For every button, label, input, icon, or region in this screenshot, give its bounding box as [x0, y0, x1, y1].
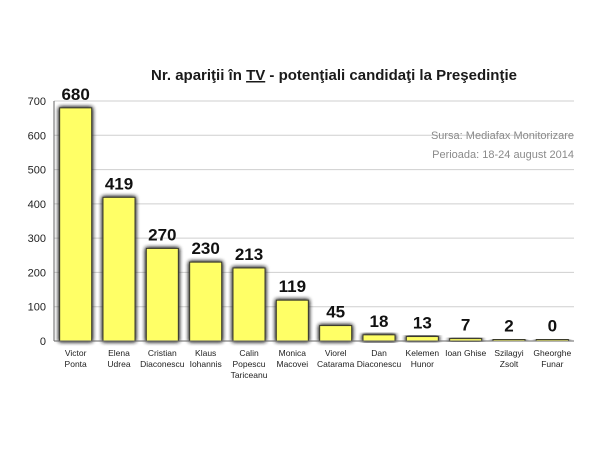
- x-tick-label: Ioan Ghise: [445, 348, 486, 358]
- y-tick-label: 200: [28, 267, 46, 279]
- x-tick-label: Monica Macovei: [277, 348, 309, 369]
- gridlines: [54, 100, 574, 308]
- data-labels: 680 419 270 230 213 119 45 18 13 7 2 0: [61, 85, 557, 336]
- data-label: 119: [279, 277, 306, 296]
- data-label: 419: [105, 174, 133, 193]
- y-tick-label: 600: [28, 130, 46, 142]
- data-label: 270: [148, 225, 176, 244]
- x-tick-label: Calin Popescu Tariceanu: [231, 348, 268, 380]
- y-tick-label: 300: [28, 233, 46, 245]
- y-tick-label: 0: [40, 336, 46, 348]
- x-tick-label: Viorel Catarama: [317, 348, 355, 369]
- x-tick-label: Kelemen Hunor: [406, 348, 440, 369]
- bar: [405, 336, 439, 342]
- data-label: 680: [61, 85, 89, 104]
- source-line-1: Sursa: Mediafax Monitorizare: [431, 130, 574, 142]
- data-label: 18: [370, 312, 389, 331]
- data-label: 230: [191, 239, 219, 258]
- y-tick-label: 700: [28, 96, 46, 108]
- y-tick-label: 100: [28, 302, 46, 314]
- chart-title-part-1: Nr. apariţii în: [151, 67, 246, 84]
- x-tick-label: Dan Diaconescu: [357, 348, 402, 369]
- x-tick-label: Gheorghe Funar: [533, 348, 571, 369]
- bar: [319, 325, 353, 342]
- y-tick-label: 400: [28, 199, 46, 211]
- x-tick-label: Victor Ponta: [65, 348, 87, 369]
- chart-title-part-2: TV: [246, 67, 265, 84]
- data-label: 45: [326, 303, 345, 322]
- bar: [59, 107, 93, 342]
- bars: [59, 107, 569, 342]
- data-label: 213: [235, 245, 263, 264]
- bar: [232, 267, 266, 342]
- source-line-2: Perioada: 18-24 august 2014: [432, 149, 574, 161]
- bar: [145, 247, 179, 342]
- y-axis: 0 100 200 300 400 500 600 700: [28, 96, 55, 348]
- data-label: 7: [461, 316, 470, 335]
- x-tick-label: Cristian Diaconescu: [140, 348, 185, 369]
- bar: [275, 299, 309, 342]
- x-tick-label: Szilagyi Zsolt: [494, 348, 523, 369]
- y-tick-label: 500: [28, 165, 46, 177]
- x-tick-label: Klaus Iohannis: [190, 348, 222, 369]
- data-label: 13: [413, 314, 432, 333]
- data-label: 2: [504, 317, 513, 336]
- bar: [362, 334, 396, 342]
- chart-title-part-3: - potenţiali candidaţi la Preşedinţie: [265, 67, 517, 84]
- bar: [189, 261, 223, 342]
- data-label: 0: [548, 317, 557, 336]
- bar: [102, 196, 136, 342]
- chart-title: Nr. apariţii în TV - potenţiali candidaţ…: [151, 67, 517, 84]
- x-tick-label: Elena Udrea: [107, 348, 130, 369]
